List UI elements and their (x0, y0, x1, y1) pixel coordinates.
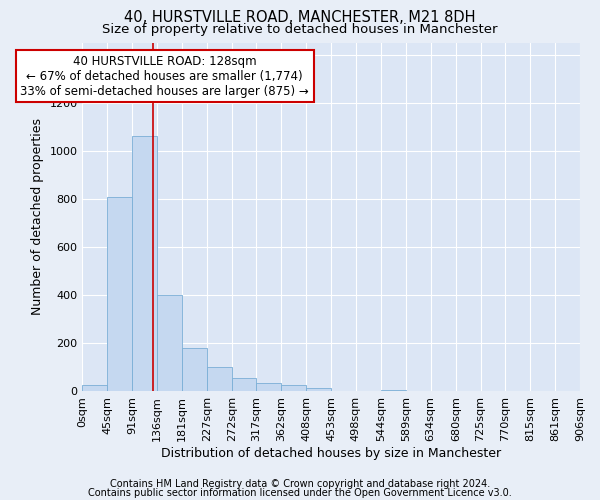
Text: Contains HM Land Registry data © Crown copyright and database right 2024.: Contains HM Land Registry data © Crown c… (110, 479, 490, 489)
Bar (133, 136, 157, 392)
Bar (281, 386, 307, 392)
Text: 40 HURSTVILLE ROAD: 128sqm
← 67% of detached houses are smaller (1,774)
33% of s: 40 HURSTVILLE ROAD: 128sqm ← 67% of deta… (20, 54, 309, 98)
Y-axis label: Number of detached properties: Number of detached properties (31, 118, 44, 316)
Text: Contains public sector information licensed under the Open Government Licence v3: Contains public sector information licen… (88, 488, 512, 498)
Text: 40, HURSTVILLE ROAD, MANCHESTER, M21 8DH: 40, HURSTVILLE ROAD, MANCHESTER, M21 8DH (124, 10, 476, 25)
X-axis label: Distribution of detached houses by size in Manchester: Distribution of detached houses by size … (161, 447, 501, 460)
Text: Size of property relative to detached houses in Manchester: Size of property relative to detached ho… (102, 22, 498, 36)
Bar (381, 390, 406, 392)
Bar (82, 386, 107, 392)
Bar (232, 378, 256, 392)
Bar (207, 368, 232, 392)
Bar (107, 196, 133, 392)
Bar (157, 295, 182, 392)
Bar (307, 388, 331, 392)
Bar (182, 348, 207, 392)
Bar (256, 383, 281, 392)
